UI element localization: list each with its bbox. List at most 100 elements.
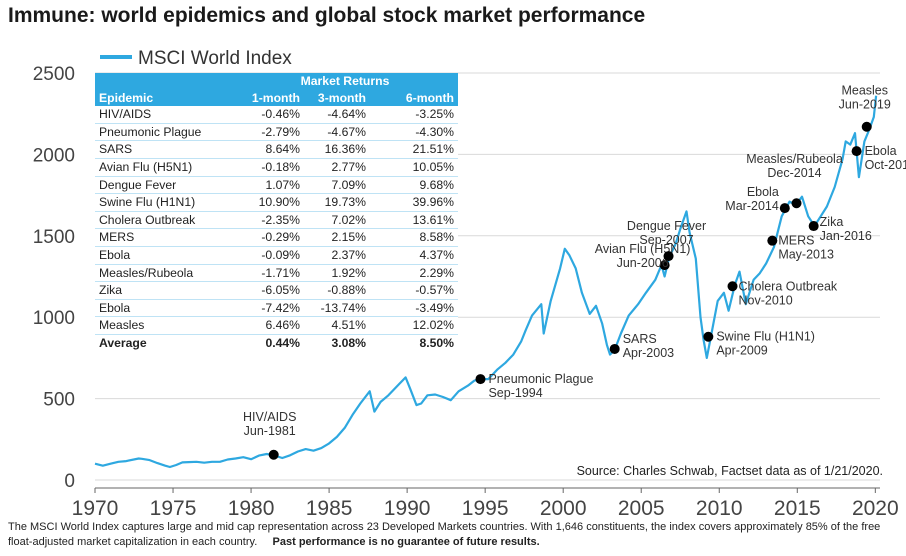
return-value-cell: -0.88% xyxy=(304,281,370,300)
table-average-row: Average 0.44% 3.08% 8.50% xyxy=(95,334,458,351)
table-row: Ebola -7.42% -13.74% -3.49% xyxy=(95,299,458,318)
legend-label: MSCI World Index xyxy=(138,48,292,69)
return-value-cell: 7.02% xyxy=(304,211,370,230)
return-value-cell: 16.36% xyxy=(304,140,370,159)
table-row: Measles 6.46% 4.51% 12.02% xyxy=(95,316,458,335)
event-marker xyxy=(475,374,486,385)
event-date: Sep-2007 xyxy=(639,233,693,247)
event-label: Pneumonic Plague xyxy=(488,372,593,386)
return-value-cell: 2.37% xyxy=(304,246,370,265)
event-label: Swine Flu (H1N1) xyxy=(716,330,815,344)
event-marker xyxy=(861,121,872,132)
column-header-3-month: 3-month xyxy=(304,89,370,107)
event-date: Jun-2006 xyxy=(617,256,669,270)
event-date: Dec-2014 xyxy=(767,166,821,180)
table-row: Measles/Rubeola -1.71% 1.92% 2.29% xyxy=(95,264,458,283)
return-value-cell: -6.05% xyxy=(232,281,304,300)
event-marker xyxy=(663,251,674,262)
table-row: Ebola -0.09% 2.37% 4.37% xyxy=(95,246,458,265)
return-value-cell: -1.71% xyxy=(232,264,304,283)
return-value-cell: 8.50% xyxy=(419,335,454,350)
y-tick-label: 2000 xyxy=(33,145,75,166)
chart-title: Immune: world epidemics and global stock… xyxy=(8,4,646,27)
return-value-cell: -13.74% xyxy=(304,299,370,318)
event-marker xyxy=(727,281,738,292)
epidemic-name-cell: Ebola xyxy=(95,299,232,318)
return-value-cell: 13.61% xyxy=(370,211,458,230)
epidemic-name-cell: Dengue Fever xyxy=(95,176,232,195)
event-label: Cholera Outbreak xyxy=(739,279,838,293)
column-header-1-month: 1-month xyxy=(232,89,304,107)
y-tick-label: 1500 xyxy=(33,227,75,248)
event-marker xyxy=(808,221,819,232)
return-value-cell: 39.96% xyxy=(370,193,458,212)
epidemic-name-cell: Zika xyxy=(95,281,232,300)
event-label: SARS xyxy=(623,332,657,346)
epidemic-name-cell: Measles xyxy=(95,316,232,335)
epidemic-name-cell: Measles/Rubeola xyxy=(95,264,232,283)
market-returns-table: Market Returns Epidemic 1-month 3-month … xyxy=(95,73,458,352)
x-tick-label: 2020 xyxy=(852,497,899,520)
event-marker xyxy=(791,198,802,209)
return-value-cell: 3.08% xyxy=(331,335,366,350)
event-label: HIV/AIDS xyxy=(243,410,297,424)
footnote: The MSCI World Index captures large and … xyxy=(8,520,903,550)
y-tick-label: 0 xyxy=(64,471,75,492)
x-tick-label: 1970 xyxy=(72,497,119,520)
epidemic-name-cell: Ebola xyxy=(95,246,232,265)
table-body: HIV/AIDS -0.46% -4.64% -3.25% Pneumonic Plag… xyxy=(95,106,458,351)
table-header-blank xyxy=(95,73,232,90)
table-row: SARS 8.64% 16.36% 21.51% xyxy=(95,140,458,159)
event-label: Dengue Fever xyxy=(627,219,706,233)
x-tick-label: 2010 xyxy=(696,497,743,520)
table-row: Dengue Fever 1.07% 7.09% 9.68% xyxy=(95,176,458,195)
return-value-cell: 2.15% xyxy=(304,228,370,247)
table-column-header-row: Epidemic 1-month 3-month 6-month xyxy=(95,89,458,107)
y-tick-label: 1000 xyxy=(33,308,75,329)
return-value-cell: -3.49% xyxy=(370,299,458,318)
epidemic-name-cell: SARS xyxy=(95,140,232,159)
x-tick-label: 1980 xyxy=(228,497,275,520)
event-marker xyxy=(659,260,670,271)
x-tick-label: 1995 xyxy=(462,497,509,520)
event-date: Mar-2014 xyxy=(725,199,779,213)
table-row: Swine Flu (H1N1) 10.90% 19.73% 39.96% xyxy=(95,193,458,212)
event-date: Apr-2009 xyxy=(716,344,767,358)
return-value-cell: -0.18% xyxy=(232,158,304,177)
x-tick-label: 2015 xyxy=(774,497,821,520)
event-date: Apr-2003 xyxy=(623,346,674,360)
return-value-cell: -7.42% xyxy=(232,299,304,318)
return-value-cell: 9.68% xyxy=(370,176,458,195)
source-note: Source: Charles Schwab, Factset data as … xyxy=(577,464,883,478)
return-value-cell: 0.44% xyxy=(265,335,300,350)
return-value-cell: 19.73% xyxy=(304,193,370,212)
event-label: Zika xyxy=(820,215,844,229)
return-value-cell: 4.51% xyxy=(304,316,370,335)
return-value-cell: 10.90% xyxy=(232,193,304,212)
epidemic-name-cell: Pneumonic Plague xyxy=(95,123,232,142)
event-date: Sep-1994 xyxy=(488,386,542,400)
series-line-msci-world xyxy=(94,95,878,469)
epidemic-name-cell: HIV/AIDS xyxy=(95,106,232,124)
event-label: MERS xyxy=(778,234,814,248)
return-value-cell: -2.35% xyxy=(232,211,304,230)
return-value-cell: 7.09% xyxy=(304,176,370,195)
return-value-cell: 8.64% xyxy=(232,140,304,159)
x-tick-label: 1990 xyxy=(384,497,431,520)
y-tick-label: 2500 xyxy=(33,64,75,85)
table-row: Avian Flu (H5N1) -0.18% 2.77% 10.05% xyxy=(95,158,458,177)
table-group-header-row: Market Returns xyxy=(95,73,458,90)
return-value-cell: 4.37% xyxy=(370,246,458,265)
table-group-header: Market Returns xyxy=(232,73,458,90)
table-row: Pneumonic Plague -2.79% -4.67% -4.30% xyxy=(95,123,458,142)
return-value-cell: -0.57% xyxy=(370,281,458,300)
event-marker xyxy=(268,449,279,460)
event-marker xyxy=(703,331,714,342)
table-row: HIV/AIDS -0.46% -4.64% -3.25% xyxy=(95,106,458,124)
return-value-cell: 12.02% xyxy=(370,316,458,335)
epidemic-name-cell: Cholera Outbreak xyxy=(95,211,232,230)
table-row: Cholera Outbreak -2.35% 7.02% 13.61% xyxy=(95,211,458,230)
event-label: Ebola xyxy=(747,185,779,199)
x-tick-label: 1975 xyxy=(150,497,197,520)
event-date: Jun-2019 xyxy=(839,98,891,112)
